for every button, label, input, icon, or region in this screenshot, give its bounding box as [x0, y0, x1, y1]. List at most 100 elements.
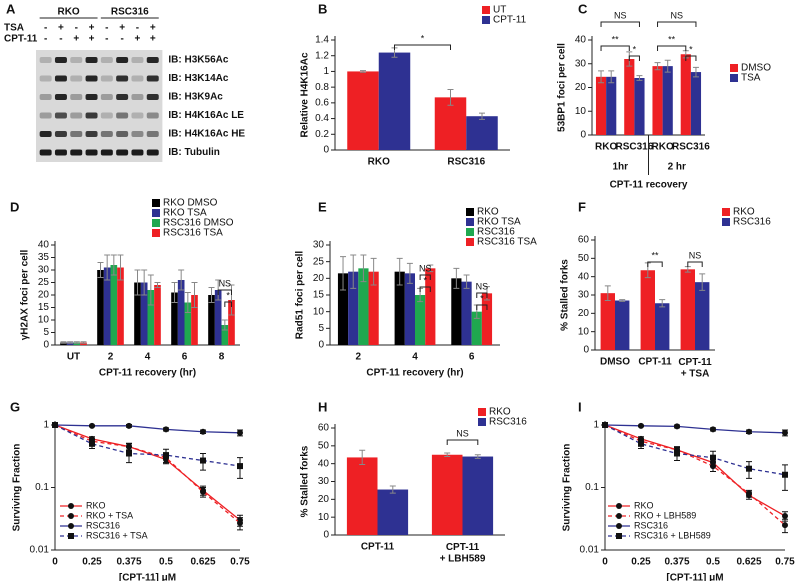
point [89, 422, 95, 429]
y-tick-label: 1 [43, 420, 49, 431]
point [200, 488, 206, 495]
y-tick-label: 0.8 [315, 82, 329, 93]
y-tick-label: 40 [575, 35, 587, 46]
error-bar [184, 292, 191, 313]
x-tick-label: 0 [52, 557, 58, 568]
legend-marker [616, 503, 622, 509]
significance-label: ** [612, 34, 620, 44]
legend-label: RKO [733, 207, 755, 218]
y-tick-label: 40 [578, 271, 590, 282]
bar [431, 454, 463, 535]
legend-marker [616, 523, 622, 529]
legend-marker [616, 513, 622, 519]
blot-band [54, 131, 67, 137]
significance-bracket [419, 274, 431, 280]
x-tick-label: 0.625 [190, 557, 215, 568]
legend-swatch [466, 208, 474, 216]
y-tick-label: 0 [583, 345, 589, 356]
point [237, 520, 243, 527]
blot-band [100, 57, 113, 63]
y-tick-label: 30 [313, 240, 325, 251]
blot-band [39, 94, 52, 100]
y-tick-label: 30 [575, 58, 587, 69]
panel-letter: H [318, 399, 327, 414]
blot-band [131, 131, 144, 137]
legend-swatch [478, 408, 486, 416]
legend-marker [68, 523, 74, 529]
blot-band [39, 149, 52, 156]
condition-sign: - [44, 34, 47, 45]
y-tick-label: 0.6 [315, 97, 329, 108]
blot-band [54, 94, 67, 100]
y-tick-label: 1 [593, 420, 599, 431]
legend-label: RKO + LBH589 [634, 510, 696, 520]
error-bar [154, 282, 161, 288]
x-tick-label: RSC316 [672, 142, 710, 153]
y-tick-label: 50 [318, 440, 330, 451]
x-tick-label: UT [67, 352, 80, 363]
group-label: 2 hr [668, 162, 686, 173]
legend-swatch [730, 74, 738, 82]
point [163, 452, 169, 459]
legend-label: RSC316 [733, 217, 771, 228]
panel-letter: A [6, 1, 16, 16]
bar [191, 295, 198, 345]
y-axis-label: Relative H4K16Ac [300, 52, 311, 137]
y-tick-label: 0 [318, 340, 324, 351]
y-tick-label: 50 [578, 253, 590, 264]
blot-band [131, 57, 144, 63]
y-tick-label: 60 [578, 235, 590, 246]
y-tick-label: 20 [313, 273, 325, 284]
y-tick-label: 60 [318, 423, 330, 434]
significance-bracket [628, 55, 640, 61]
bar [680, 269, 695, 350]
condition-sign: - [59, 34, 62, 45]
blot-band [70, 131, 83, 137]
significance-label: NS [419, 263, 432, 273]
point [163, 426, 169, 433]
error-bar [60, 341, 67, 344]
blot-band [146, 149, 159, 156]
series-line [54, 424, 241, 521]
bar [110, 265, 118, 345]
series-line [604, 424, 786, 526]
y-tick-label: 0.2 [315, 129, 329, 140]
significance-bracket [657, 45, 687, 51]
bar [117, 267, 124, 345]
legend-label: UT [493, 5, 506, 16]
blot-band [116, 149, 129, 156]
bar [154, 285, 161, 345]
bar [425, 268, 436, 345]
error-bar [208, 287, 215, 303]
panel-letter: E [318, 199, 327, 214]
y-tick-label: 25 [313, 256, 325, 267]
x-tick-label: CPT-11 [638, 357, 672, 368]
y-tick-label: 20 [578, 308, 590, 319]
x-axis-label: CPT-11 recovery (hr) [99, 368, 196, 379]
x-tick-label: 2 [108, 352, 114, 363]
legend-swatch [478, 418, 486, 426]
bar [404, 273, 415, 345]
legend-swatch [152, 209, 160, 217]
legend-label: RSC316 [477, 227, 515, 238]
y-tick-label: 10 [318, 512, 330, 523]
x-tick-label: CPT-11 + LBH589 [440, 542, 486, 565]
blot-band [116, 75, 129, 82]
x-tick-label: CPT-11 + TSA [678, 357, 712, 380]
significance-label: ** [651, 250, 659, 260]
x-tick-label: 0.25 [82, 557, 102, 568]
blot-band [116, 112, 129, 119]
legend-marker [616, 533, 622, 539]
bar [184, 302, 192, 345]
point [710, 454, 716, 461]
series-line [54, 424, 241, 467]
condition-label: CPT-11 [4, 34, 38, 45]
condition-sign: + [135, 34, 141, 45]
blot-band [146, 112, 159, 119]
x-tick-label: 4 [145, 352, 151, 363]
error-bar [221, 319, 228, 331]
bar [358, 268, 369, 345]
error-bar [104, 254, 111, 281]
x-tick-label: RKO [595, 142, 617, 153]
bar [228, 300, 235, 345]
